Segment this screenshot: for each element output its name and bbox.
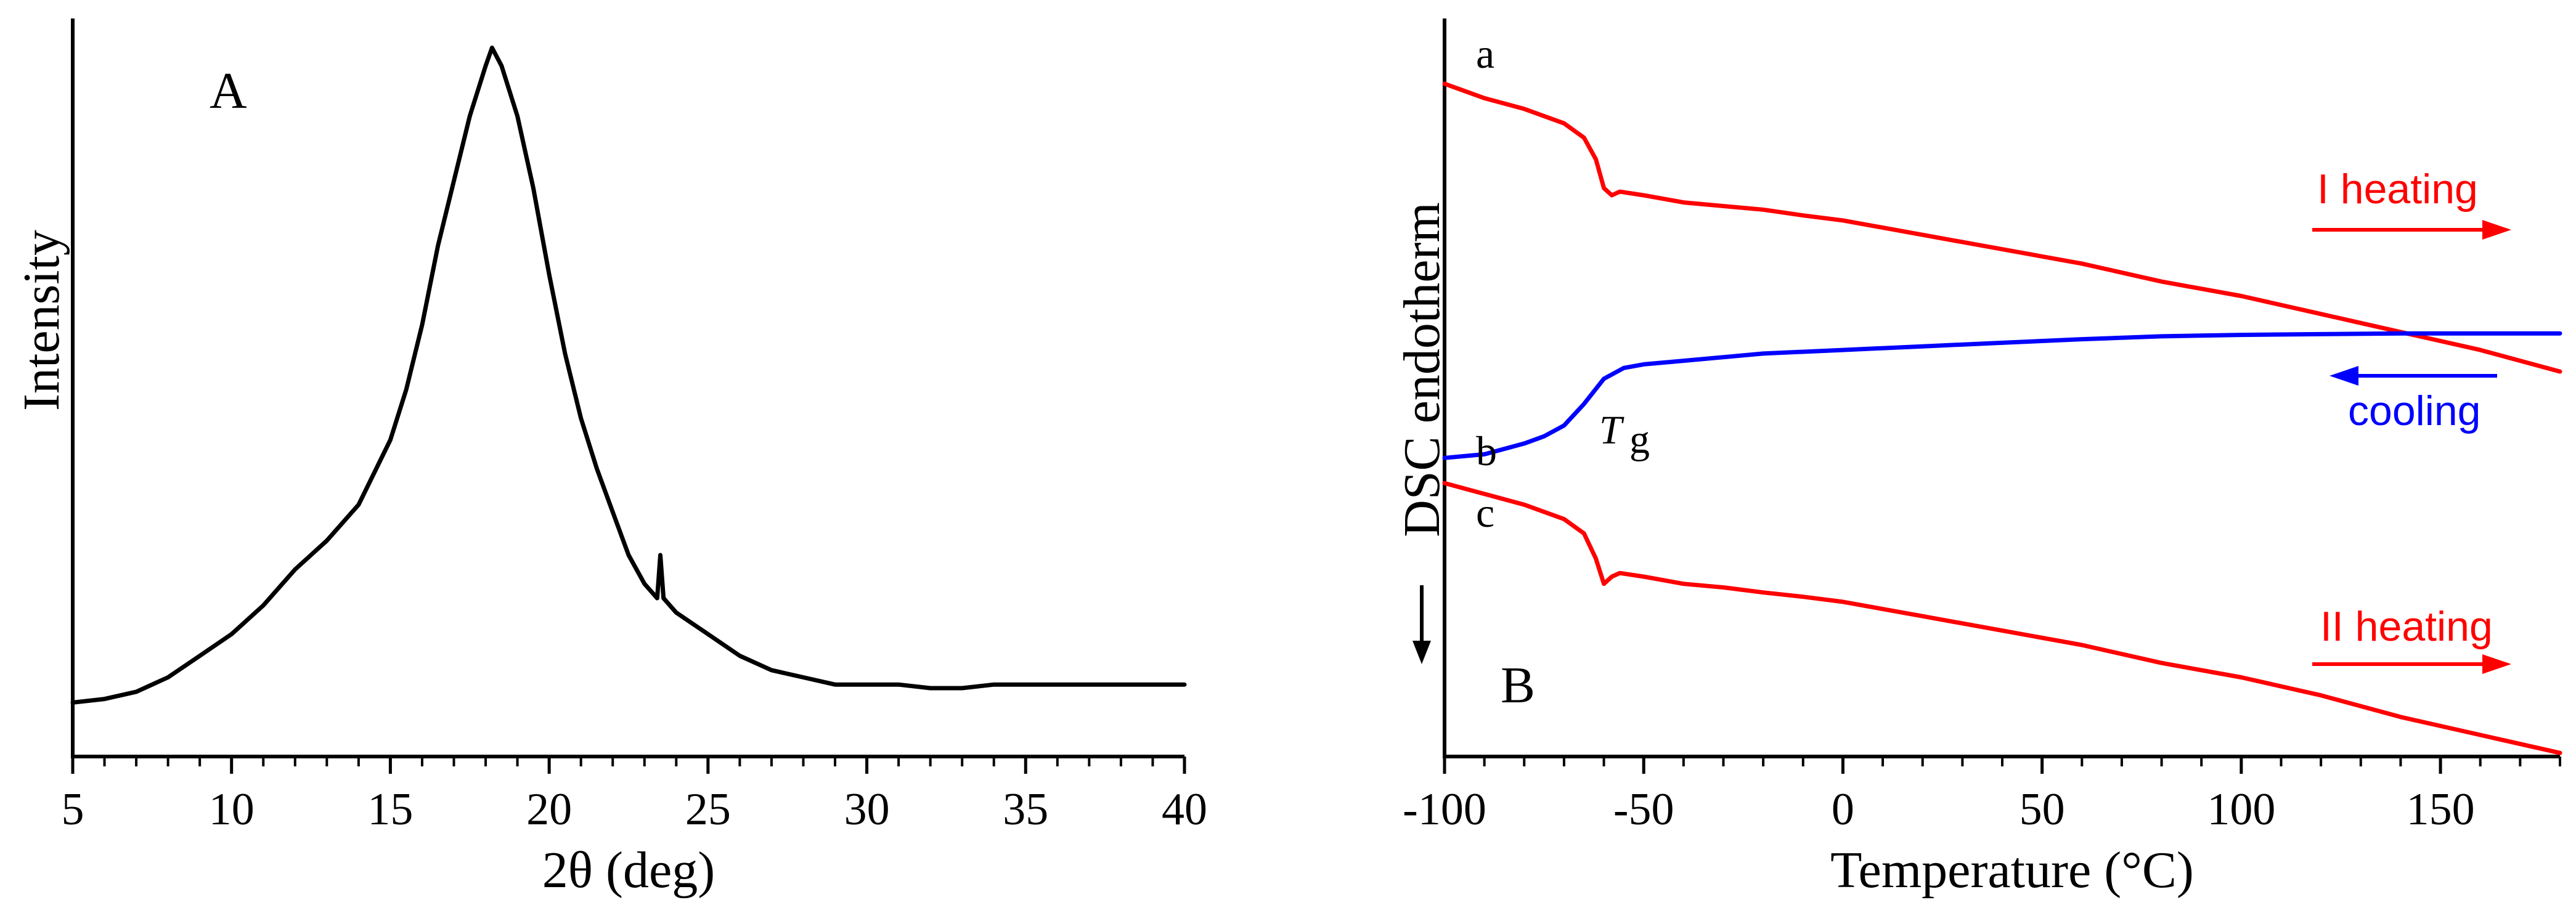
series-line-a bbox=[1442, 81, 2562, 374]
arrow-i-heating bbox=[2312, 220, 2511, 240]
arrow-cooling bbox=[2329, 366, 2497, 386]
panel-a-y-title: Intensity bbox=[13, 230, 70, 411]
panel-b-series bbox=[1442, 81, 2562, 755]
panel-b-label: B bbox=[1501, 657, 1535, 714]
panel-b-x-ticks: -100 -50 0 50 100 150 bbox=[1403, 757, 2561, 835]
x-tick-label: 50 bbox=[2020, 784, 2065, 835]
series-line-c bbox=[1442, 481, 2562, 755]
panel-b-y-title: DSC endotherm bbox=[1393, 202, 1451, 537]
curve-label-c: c bbox=[1476, 489, 1494, 536]
x-tick-label: 30 bbox=[844, 784, 890, 835]
tg-label-subscript: g bbox=[1629, 417, 1650, 462]
x-tick-label: 20 bbox=[526, 784, 572, 835]
curve-label-b: b bbox=[1476, 428, 1497, 474]
x-tick-label: 35 bbox=[1003, 784, 1048, 835]
arrow-ii-heating bbox=[2312, 654, 2511, 674]
x-tick-label: 25 bbox=[685, 784, 731, 835]
annotation-cooling: cooling bbox=[2348, 388, 2481, 434]
annotation-ii-heating: II heating bbox=[2320, 603, 2493, 650]
panel-b-dsc: -100 -50 0 50 100 150 B a b c T g I heating c… bbox=[1393, 18, 2562, 899]
panel-a-xrd: 5 10 15 20 25 30 35 40 A 2θ (deg) Intensity bbox=[13, 18, 1207, 899]
x-tick-label: 15 bbox=[367, 784, 413, 835]
x-tick-label: 100 bbox=[2207, 784, 2275, 835]
annotation-i-heating: I heating bbox=[2317, 166, 2478, 213]
down-arrow-endotherm bbox=[1412, 585, 1431, 664]
x-tick-label: 0 bbox=[1832, 784, 1854, 835]
x-tick-label: -100 bbox=[1403, 784, 1486, 835]
series-line-b bbox=[1442, 331, 2562, 460]
panel-b-x-title: Temperature (°C) bbox=[1830, 842, 2194, 899]
panel-a-series bbox=[70, 46, 1187, 705]
x-tick-label: -50 bbox=[1613, 784, 1674, 835]
x-tick-label: 150 bbox=[2407, 784, 2475, 835]
panel-a-label: A bbox=[210, 62, 247, 120]
x-tick-label: 10 bbox=[209, 784, 255, 835]
panel-a-x-ticks: 5 10 15 20 25 30 35 40 bbox=[62, 757, 1207, 835]
series-line-xrd-pattern bbox=[70, 46, 1187, 705]
x-tick-label: 5 bbox=[62, 784, 84, 835]
tg-label-t: T bbox=[1599, 408, 1624, 453]
curve-label-a: a bbox=[1476, 30, 1494, 77]
panel-a-x-title: 2θ (deg) bbox=[542, 842, 715, 899]
x-tick-label: 40 bbox=[1162, 784, 1207, 835]
